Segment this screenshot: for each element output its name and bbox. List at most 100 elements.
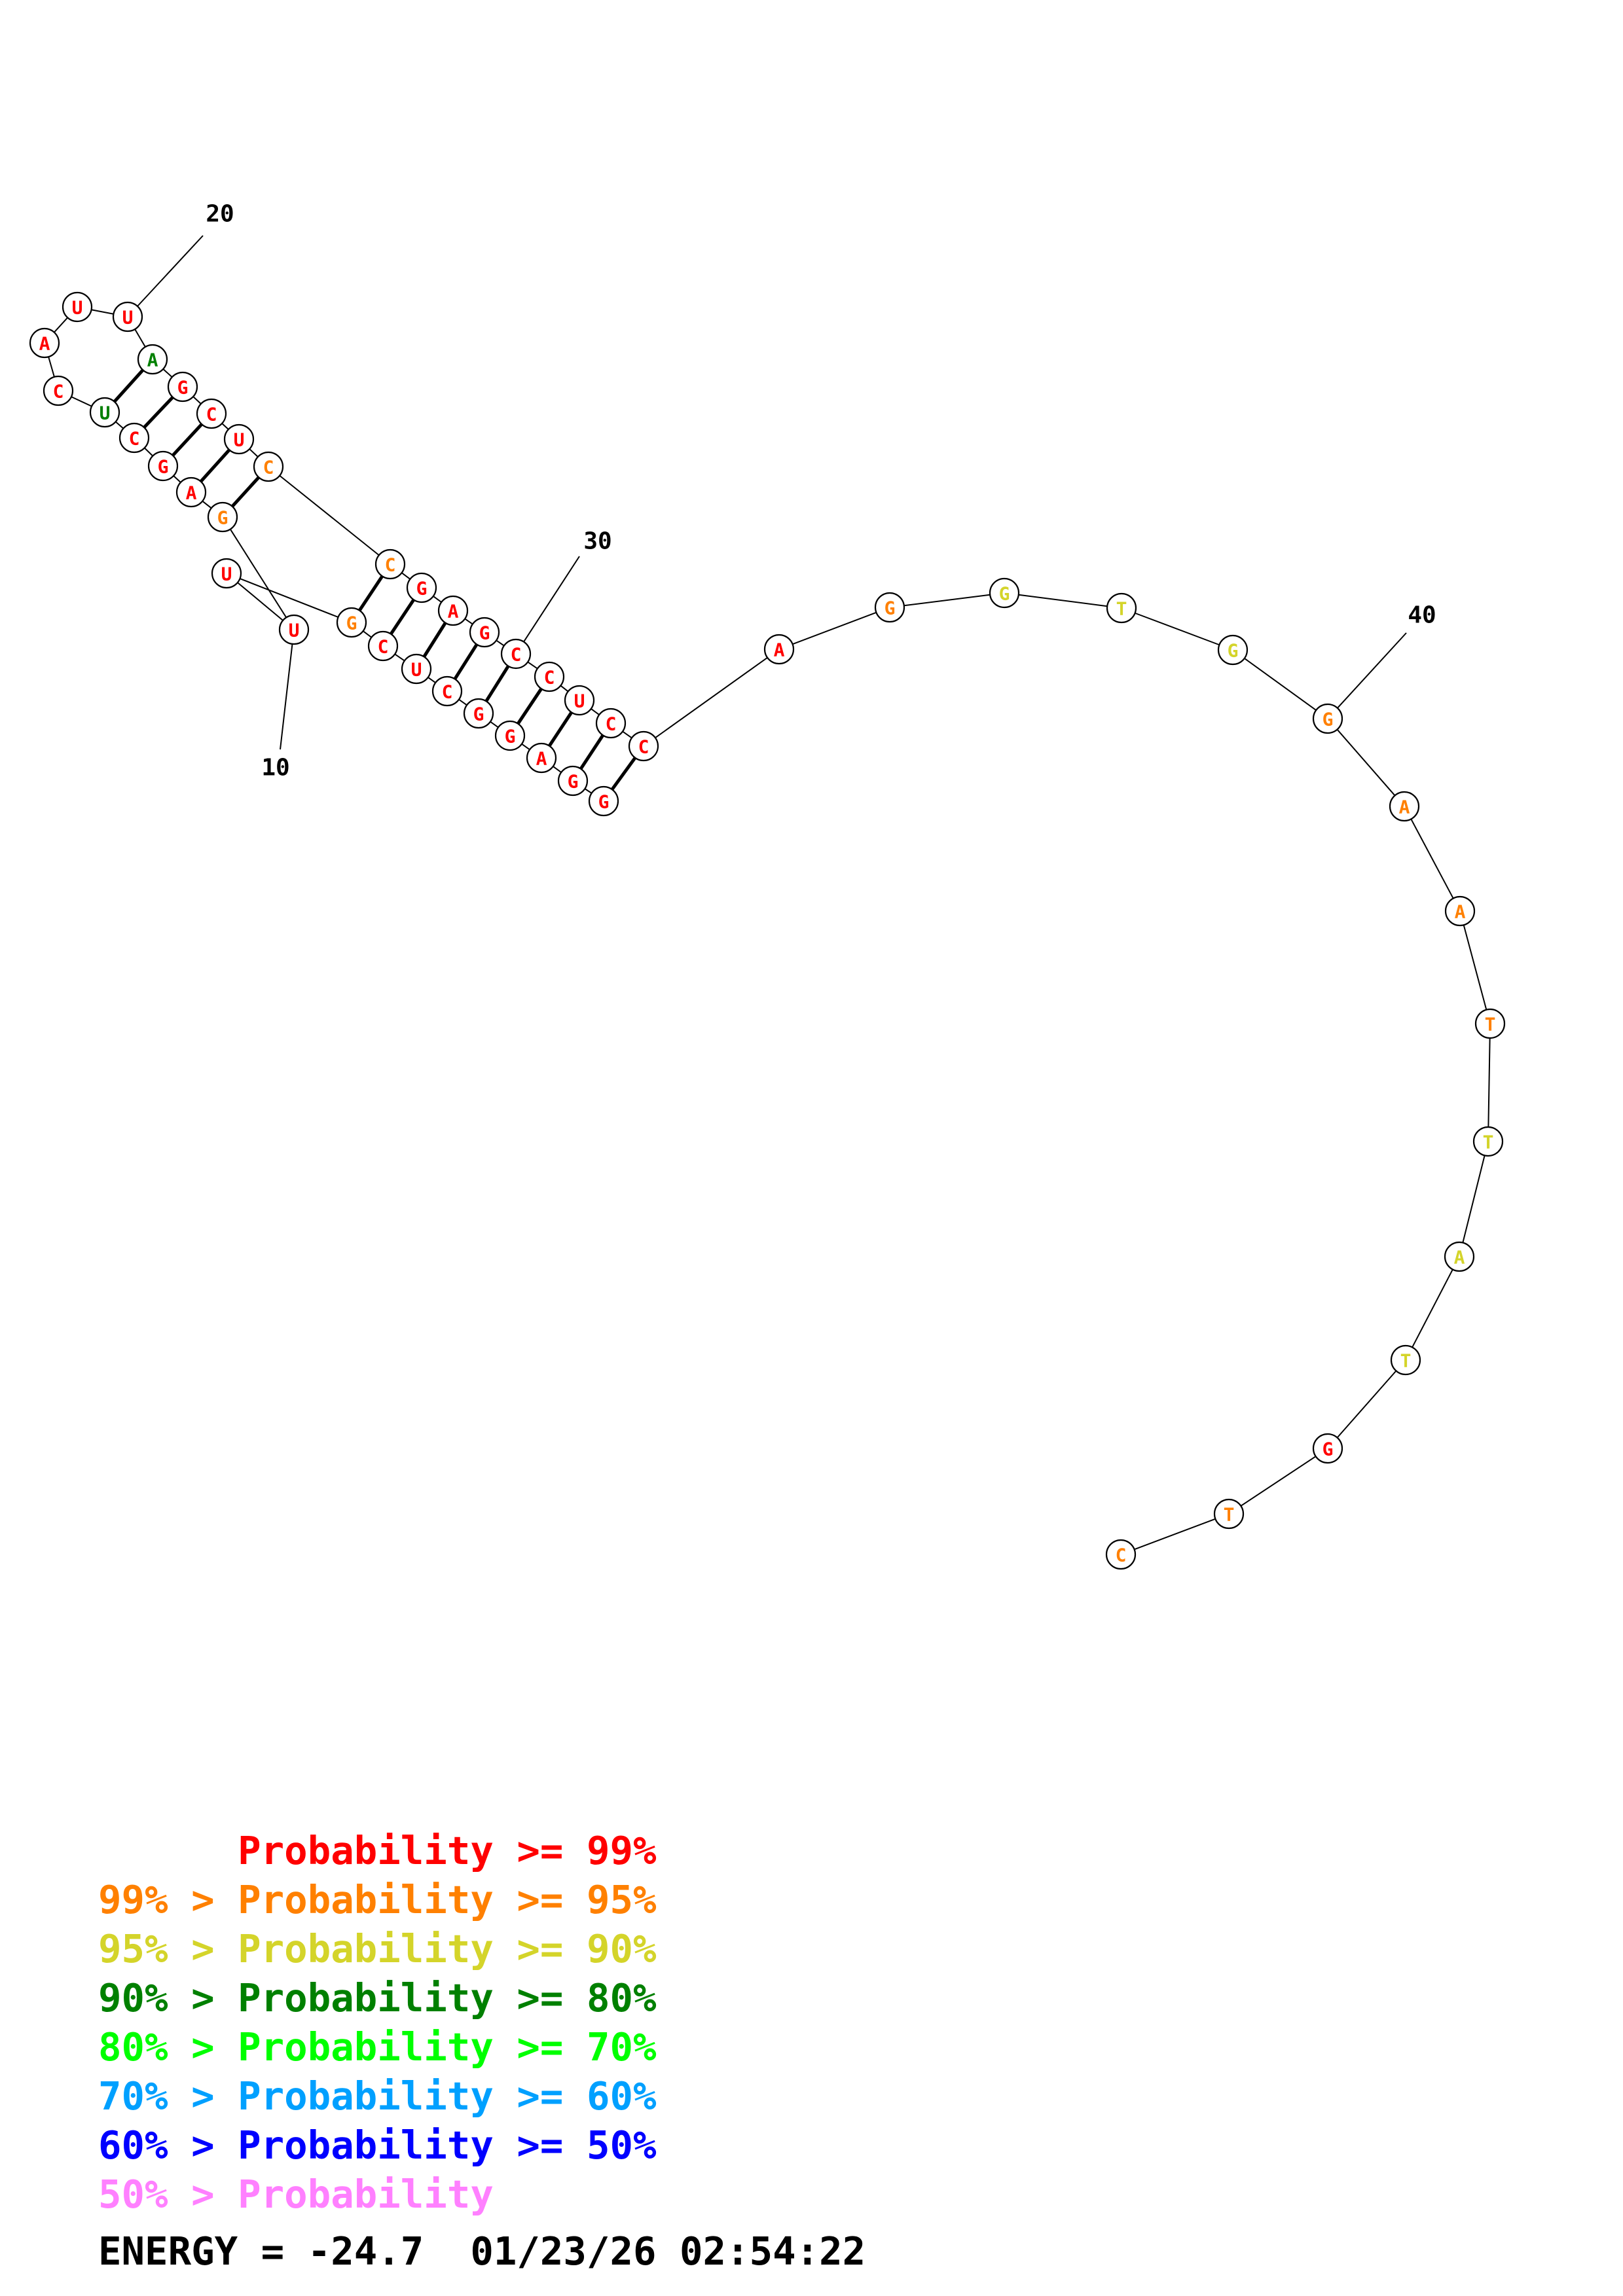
nucleotide: G [1312, 1433, 1343, 1464]
nucleotide-letter: A [39, 333, 50, 355]
nucleotide: T [1390, 1344, 1421, 1376]
probability-legend: Probability >= 99% 99% > Probability >= 9… [98, 1826, 657, 2219]
nucleotide-circle [1312, 1433, 1343, 1464]
legend-row: Probability >= 99% [98, 1826, 657, 1875]
nucleotide: G [406, 572, 437, 603]
nucleotide-circle [62, 291, 93, 323]
position-tick-line [523, 556, 580, 643]
backbone-segment [162, 368, 173, 378]
nucleotide-circle [196, 398, 227, 429]
nucleotide-circle [874, 592, 905, 623]
nucleotide-circle [1213, 1498, 1245, 1530]
legend-row: 90% > Probability >= 80% [98, 1973, 657, 2022]
nucleotide-circle [526, 742, 557, 774]
nucleotide-circle [588, 785, 619, 817]
nucleotide-circle [1390, 1344, 1421, 1376]
legend-text: Probability >= 70% [238, 2024, 657, 2070]
nucleotide-circle [534, 661, 565, 692]
backbone-segment [1018, 594, 1108, 607]
backbone-segment [433, 596, 442, 603]
nucleotide: T [1106, 592, 1137, 624]
nucleotide-letter: G [346, 613, 357, 634]
base-pair-bond [579, 734, 604, 770]
nucleotide-letter: C [511, 644, 522, 666]
nucleotide-circle [406, 572, 437, 603]
nucleotide-circle [595, 708, 627, 739]
base-pair-bond [484, 665, 510, 702]
base-pair-bond [143, 396, 174, 429]
nucleotide: G [463, 698, 494, 729]
nucleotide: C [196, 398, 227, 429]
nucleotide-circle [463, 698, 494, 729]
nucleotide-letter: C [206, 404, 217, 425]
legend-text: Probability >= 80% [238, 1975, 657, 2020]
nucleotide-letter: A [147, 350, 158, 371]
nucleotide: C [1105, 1539, 1137, 1570]
base-pair-bond [113, 368, 145, 403]
nucleotide-letter: U [221, 564, 232, 585]
nucleotide-letter: A [1454, 1247, 1465, 1268]
nucleotide: C [534, 661, 565, 692]
backbone-segment [560, 685, 569, 692]
nucleotide: A [137, 344, 168, 375]
legend-text: Probability >= 50% [238, 2123, 657, 2168]
nucleotide-circle [500, 638, 532, 670]
backbone-segment [903, 594, 991, 607]
nucleotide-letter: G [217, 507, 228, 529]
nucleotide: C [500, 638, 532, 670]
backbone-segment [622, 730, 632, 739]
nucleotide-letter: G [177, 377, 189, 399]
nucleotide: U [564, 685, 595, 716]
backbone-segment [173, 475, 181, 483]
nucleotide-circle [431, 675, 463, 707]
legend-row: 60% > Probability >= 50% [98, 2121, 657, 2170]
backbone-segment [496, 639, 505, 647]
backbone-segment [394, 653, 405, 662]
nucleotide: A [1444, 895, 1476, 927]
nucleotide-letter: C [442, 681, 453, 703]
backbone-segment [401, 572, 411, 580]
backbone-segment [221, 423, 229, 430]
nucleotide: U [278, 614, 310, 645]
nucleotide-circle [1472, 1126, 1504, 1157]
legend-prefix: 80% > [98, 2024, 238, 2070]
backbone-segment [1134, 1518, 1216, 1551]
backbone-segment [428, 677, 436, 683]
nucleotide-letter: G [568, 771, 579, 793]
nucleotide-letter: G [158, 456, 169, 478]
backbone-segment [655, 656, 768, 739]
nucleotide-circle [367, 630, 399, 662]
nucleotide-circle [1444, 1241, 1475, 1272]
backbone-segment [792, 611, 877, 645]
base-pair-bond [517, 687, 543, 725]
nucleotide: A [1389, 791, 1420, 822]
legend-row: 95% > Probability >= 90% [98, 1924, 657, 1973]
position-tick-layer: 10 20 30 40 [137, 201, 1436, 781]
backbone-segment [71, 396, 92, 407]
backbone-layer [48, 309, 1491, 1551]
nucleotide: C [43, 375, 74, 406]
legend-row: 80% > Probability >= 70% [98, 2022, 657, 2072]
backbone-segment [591, 708, 600, 715]
nucleotide: A [175, 476, 207, 508]
nucleotide-circle [253, 451, 284, 482]
nucleotide: G [557, 765, 589, 797]
backbone-segment [237, 582, 283, 621]
position-tick-line [280, 643, 293, 750]
nucleotide-letter: G [479, 622, 490, 644]
nucleotide: A [526, 742, 557, 774]
nucleotide-circle [564, 685, 595, 716]
nucleotide-letter: G [473, 704, 484, 725]
nucleotide: C [595, 708, 627, 739]
backbone-segment [202, 500, 212, 509]
legend-row: 50% > Probability [98, 2170, 657, 2219]
nucleotide-circle [494, 720, 526, 751]
nucleotide-circle [1105, 1539, 1137, 1570]
position-tick-label: 30 [583, 528, 611, 555]
legend-text: Probability >= 99% [238, 1828, 657, 1873]
backbone-segment [362, 630, 373, 638]
backbone-segment [1135, 612, 1220, 646]
nucleotide-letter: T [1485, 1014, 1496, 1035]
